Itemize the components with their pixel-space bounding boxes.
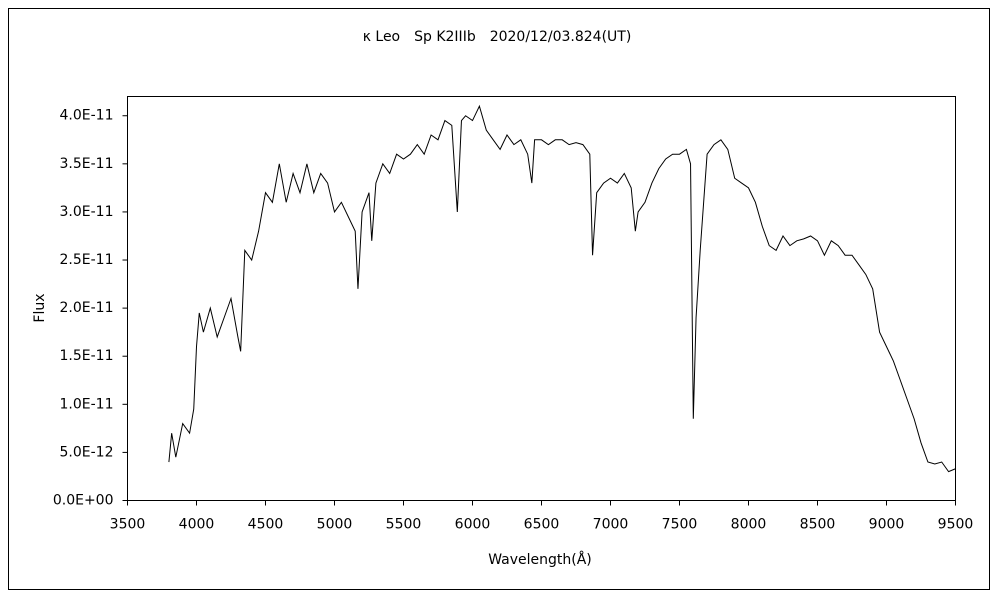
x-tick-label: 3500 bbox=[110, 517, 146, 533]
x-axis-label: Wavelength(Å) bbox=[488, 551, 592, 568]
y-axis-label: Flux bbox=[32, 293, 48, 322]
y-tick-label: 1.5E-11 bbox=[60, 348, 114, 364]
y-tick-label: 3.0E-11 bbox=[60, 204, 114, 220]
y-tick-label: 1.0E-11 bbox=[60, 396, 114, 412]
x-tick-label: 8500 bbox=[800, 517, 836, 533]
chart-title: κ Leo Sp K2IIIb 2020/12/03.824(UT) bbox=[363, 29, 632, 45]
y-tick-label: 5.0E-12 bbox=[60, 444, 114, 460]
x-tick-label: 9500 bbox=[938, 517, 974, 533]
x-tick-label: 4500 bbox=[248, 517, 284, 533]
plot-area bbox=[127, 96, 956, 501]
x-tick-label: 6500 bbox=[524, 517, 560, 533]
x-tick-label: 5000 bbox=[317, 517, 353, 533]
y-tick-label: 0.0E+00 bbox=[53, 493, 114, 509]
x-tick-label: 5500 bbox=[386, 517, 422, 533]
x-tick-label: 8000 bbox=[731, 517, 767, 533]
x-tick-label: 4000 bbox=[179, 517, 215, 533]
y-tick-label: 4.0E-11 bbox=[60, 108, 114, 124]
x-tick-label: 6000 bbox=[455, 517, 491, 533]
spectrum-line bbox=[168, 104, 956, 473]
x-tick-label: 9000 bbox=[869, 517, 905, 533]
x-tick-label: 7000 bbox=[593, 517, 629, 533]
y-tick-label: 3.5E-11 bbox=[60, 156, 114, 172]
y-tick-label: 2.0E-11 bbox=[60, 300, 114, 316]
y-tick-label: 2.5E-11 bbox=[60, 252, 114, 268]
x-tick-label: 7500 bbox=[662, 517, 698, 533]
